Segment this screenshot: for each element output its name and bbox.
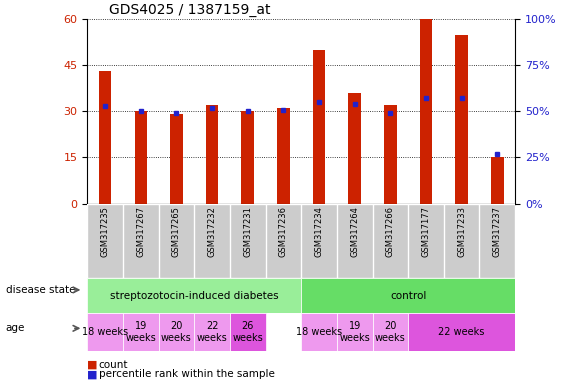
Bar: [87, 278, 301, 313]
Bar: [373, 313, 408, 351]
Text: GSM317234: GSM317234: [315, 206, 324, 257]
Bar: [337, 204, 373, 278]
Text: 26
weeks: 26 weeks: [233, 321, 263, 343]
Bar: [159, 204, 194, 278]
Text: ■: ■: [87, 369, 98, 379]
Text: GSM317237: GSM317237: [493, 206, 502, 257]
Text: 20
weeks: 20 weeks: [161, 321, 192, 343]
Text: streptozotocin-induced diabetes: streptozotocin-induced diabetes: [110, 291, 279, 301]
Bar: [266, 204, 301, 278]
Text: GSM317264: GSM317264: [350, 206, 359, 257]
Bar: [206, 105, 218, 204]
Text: 19
weeks: 19 weeks: [339, 321, 370, 343]
Bar: [135, 111, 147, 204]
Bar: [301, 313, 337, 351]
Bar: [301, 278, 515, 313]
Text: GSM317177: GSM317177: [422, 206, 431, 257]
Text: GDS4025 / 1387159_at: GDS4025 / 1387159_at: [109, 3, 270, 17]
Bar: [194, 313, 230, 351]
Bar: [87, 313, 123, 351]
Text: age: age: [6, 323, 25, 333]
Bar: [444, 204, 480, 278]
Text: 22
weeks: 22 weeks: [196, 321, 227, 343]
Text: 22 weeks: 22 weeks: [439, 327, 485, 337]
Bar: [420, 19, 432, 204]
Text: percentile rank within the sample: percentile rank within the sample: [99, 369, 274, 379]
Bar: [480, 204, 515, 278]
Bar: [384, 105, 396, 204]
Text: disease state: disease state: [6, 285, 75, 295]
Bar: [337, 313, 373, 351]
Text: 19
weeks: 19 weeks: [126, 321, 156, 343]
Bar: [123, 313, 159, 351]
Bar: [455, 35, 468, 204]
Bar: [313, 50, 325, 204]
Bar: [301, 204, 337, 278]
Bar: [230, 204, 266, 278]
Bar: [123, 204, 159, 278]
Text: GSM317231: GSM317231: [243, 206, 252, 257]
Text: 18 weeks: 18 weeks: [296, 327, 342, 337]
Bar: [373, 204, 408, 278]
Text: control: control: [390, 291, 426, 301]
Bar: [242, 111, 254, 204]
Bar: [159, 313, 194, 351]
Text: GSM317265: GSM317265: [172, 206, 181, 257]
Bar: [194, 204, 230, 278]
Text: GSM317236: GSM317236: [279, 206, 288, 257]
Bar: [170, 114, 182, 204]
Bar: [408, 204, 444, 278]
Bar: [348, 93, 361, 204]
Text: 18 weeks: 18 weeks: [82, 327, 128, 337]
Text: 20
weeks: 20 weeks: [375, 321, 406, 343]
Bar: [99, 71, 111, 204]
Bar: [230, 313, 266, 351]
Text: GSM317235: GSM317235: [101, 206, 110, 257]
Text: count: count: [99, 360, 128, 370]
Text: GSM317266: GSM317266: [386, 206, 395, 257]
Text: GSM317233: GSM317233: [457, 206, 466, 257]
Bar: [277, 108, 289, 204]
Text: ■: ■: [87, 360, 98, 370]
Bar: [87, 204, 123, 278]
Text: GSM317232: GSM317232: [208, 206, 217, 257]
Text: GSM317267: GSM317267: [136, 206, 145, 257]
Bar: [491, 157, 503, 204]
Bar: [408, 313, 515, 351]
